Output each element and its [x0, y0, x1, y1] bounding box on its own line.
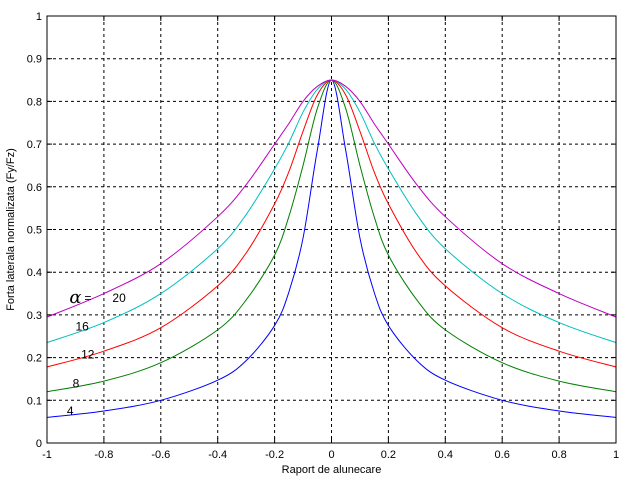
x-tick-label: 0.6 [495, 449, 510, 461]
grid [47, 16, 616, 443]
x-tick-label: -0.4 [208, 449, 227, 461]
y-tick-label: 0.1 [27, 395, 42, 407]
x-tick-label: 0.4 [438, 449, 453, 461]
x-tick-label: -1 [42, 449, 52, 461]
y-tick-label: 0.6 [27, 182, 42, 194]
series-label-alpha-12: 12 [81, 347, 95, 361]
y-tick-label: 0.5 [27, 225, 42, 237]
y-tick-label: 0.9 [27, 54, 42, 66]
alpha-equals-sign: = [84, 291, 91, 305]
x-tick-label: -0.2 [265, 449, 284, 461]
x-axis-label: Raport de alunecare [282, 464, 382, 476]
y-tick-label: 0.7 [27, 139, 42, 151]
series-label-alpha-8: 8 [73, 376, 80, 390]
y-tick-label: 0 [36, 438, 42, 450]
x-tick-label: 0.8 [551, 449, 566, 461]
annotations: 4 8 12 16 20 α = [67, 287, 126, 418]
y-tick-label: 0.3 [27, 310, 42, 322]
series-line-alpha-20 [46, 79, 617, 318]
curves [46, 79, 617, 418]
y-tick-label: 0.2 [27, 353, 42, 365]
y-tick-label: 1 [36, 11, 42, 23]
alpha-symbol: α [69, 287, 81, 308]
series-label-alpha-20: 20 [112, 291, 126, 305]
x-tick-label: 1 [613, 449, 619, 461]
x-tick-label: 0 [328, 449, 334, 461]
y-tick-label: 0.4 [27, 267, 42, 279]
y-axis-label: Forta laterala normalizata (Fy/Fz) [5, 148, 17, 311]
y-tick-label: 0.8 [27, 96, 42, 108]
x-tick-label: 0.2 [381, 449, 396, 461]
series-label-alpha-16: 16 [75, 320, 89, 334]
x-tick-label: -0.8 [94, 449, 113, 461]
ticks: -1 -0.8 -0.6 -0.4 -0.2 0 0.2 0.4 0.6 0.8 1 0 0.1 0.2 0… [27, 11, 619, 461]
x-tick-label: -0.6 [151, 449, 170, 461]
series-label-alpha-4: 4 [67, 404, 74, 418]
